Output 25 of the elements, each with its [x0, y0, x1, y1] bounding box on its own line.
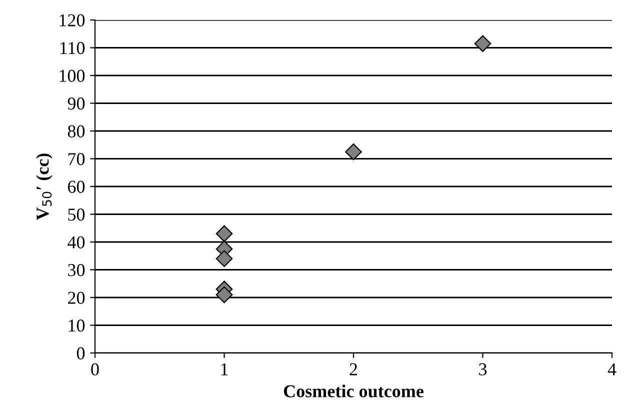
- point: [474, 35, 492, 52]
- y-tick-label: 20: [68, 292, 85, 304]
- y-axis-title: V$_{50}$′ (cc): [36, 154, 52, 220]
- y-tick-label: 30: [68, 264, 85, 276]
- y-tick-label: 60: [68, 180, 85, 193]
- point: [216, 250, 233, 268]
- y-tick-label: 40: [68, 236, 85, 248]
- x-tick-label: 1: [221, 363, 228, 376]
- point: [345, 143, 362, 160]
- point: [216, 225, 233, 242]
- x-tick-label: 4: [608, 363, 616, 376]
- y-tick-label: 80: [68, 125, 85, 138]
- y-tick-label: 110: [60, 42, 85, 54]
- y-tick-label: 70: [68, 153, 85, 166]
- y-tick-label: 0: [76, 347, 85, 360]
- point: [216, 286, 233, 304]
- x-tick-label: 0: [91, 363, 99, 376]
- y-tick-label: 10: [68, 320, 85, 332]
- y-tick-label: 100: [60, 70, 85, 82]
- x-tick-label: 2: [350, 363, 358, 376]
- y-tick-label: 90: [68, 98, 85, 110]
- y-tick-label: 120: [60, 14, 85, 26]
- y-tick-label: 50: [68, 208, 85, 221]
- x-tick-label: 3: [479, 363, 487, 376]
- x-axis-title: Cosmetic outcome: [284, 384, 424, 398]
